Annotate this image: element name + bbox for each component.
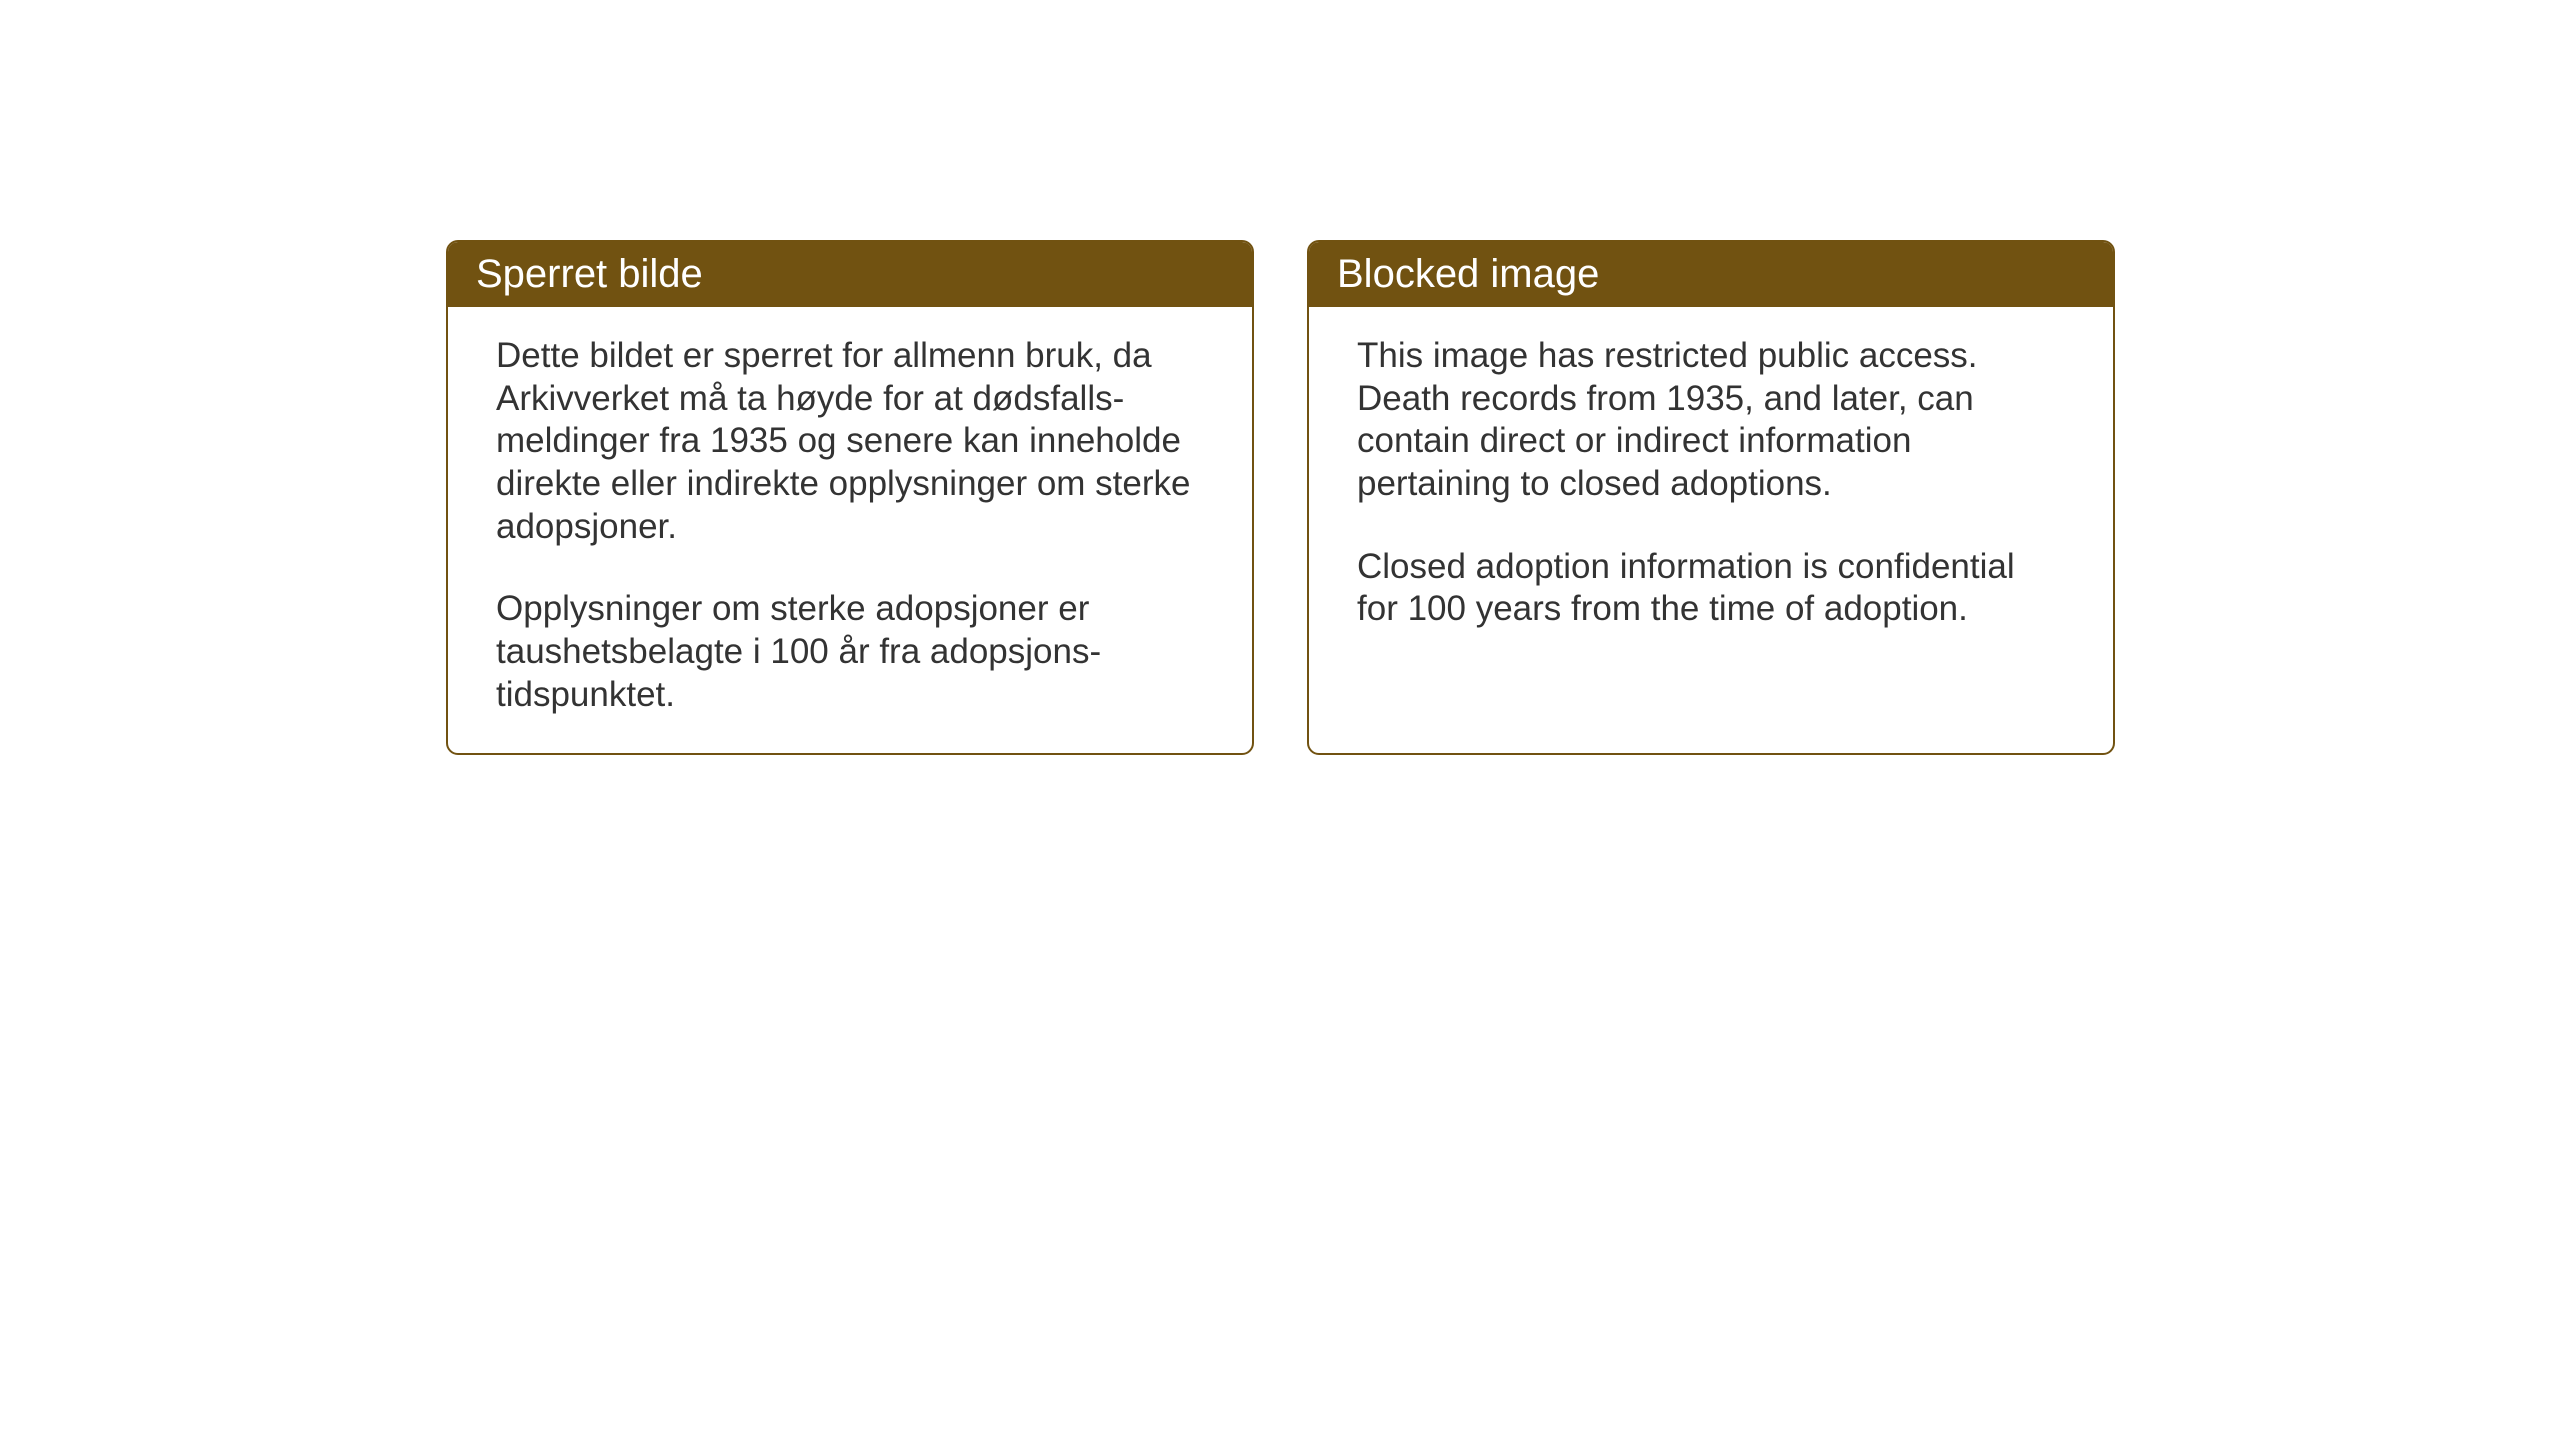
card-header-norwegian: Sperret bilde: [448, 242, 1252, 307]
notice-card-norwegian: Sperret bilde Dette bildet er sperret fo…: [446, 240, 1254, 755]
card-paragraph-norwegian-2: Opplysninger om sterke adopsjoner er tau…: [496, 588, 1204, 716]
card-body-english: This image has restricted public access.…: [1309, 307, 2113, 667]
card-header-english: Blocked image: [1309, 242, 2113, 307]
card-body-norwegian: Dette bildet er sperret for allmenn bruk…: [448, 307, 1252, 753]
card-title-english: Blocked image: [1337, 252, 1599, 296]
notice-card-english: Blocked image This image has restricted …: [1307, 240, 2115, 755]
card-paragraph-english-1: This image has restricted public access.…: [1357, 335, 2065, 506]
card-paragraph-english-2: Closed adoption information is confident…: [1357, 546, 2065, 631]
card-paragraph-norwegian-1: Dette bildet er sperret for allmenn bruk…: [496, 335, 1204, 548]
notice-container: Sperret bilde Dette bildet er sperret fo…: [446, 240, 2115, 755]
card-title-norwegian: Sperret bilde: [476, 252, 703, 296]
